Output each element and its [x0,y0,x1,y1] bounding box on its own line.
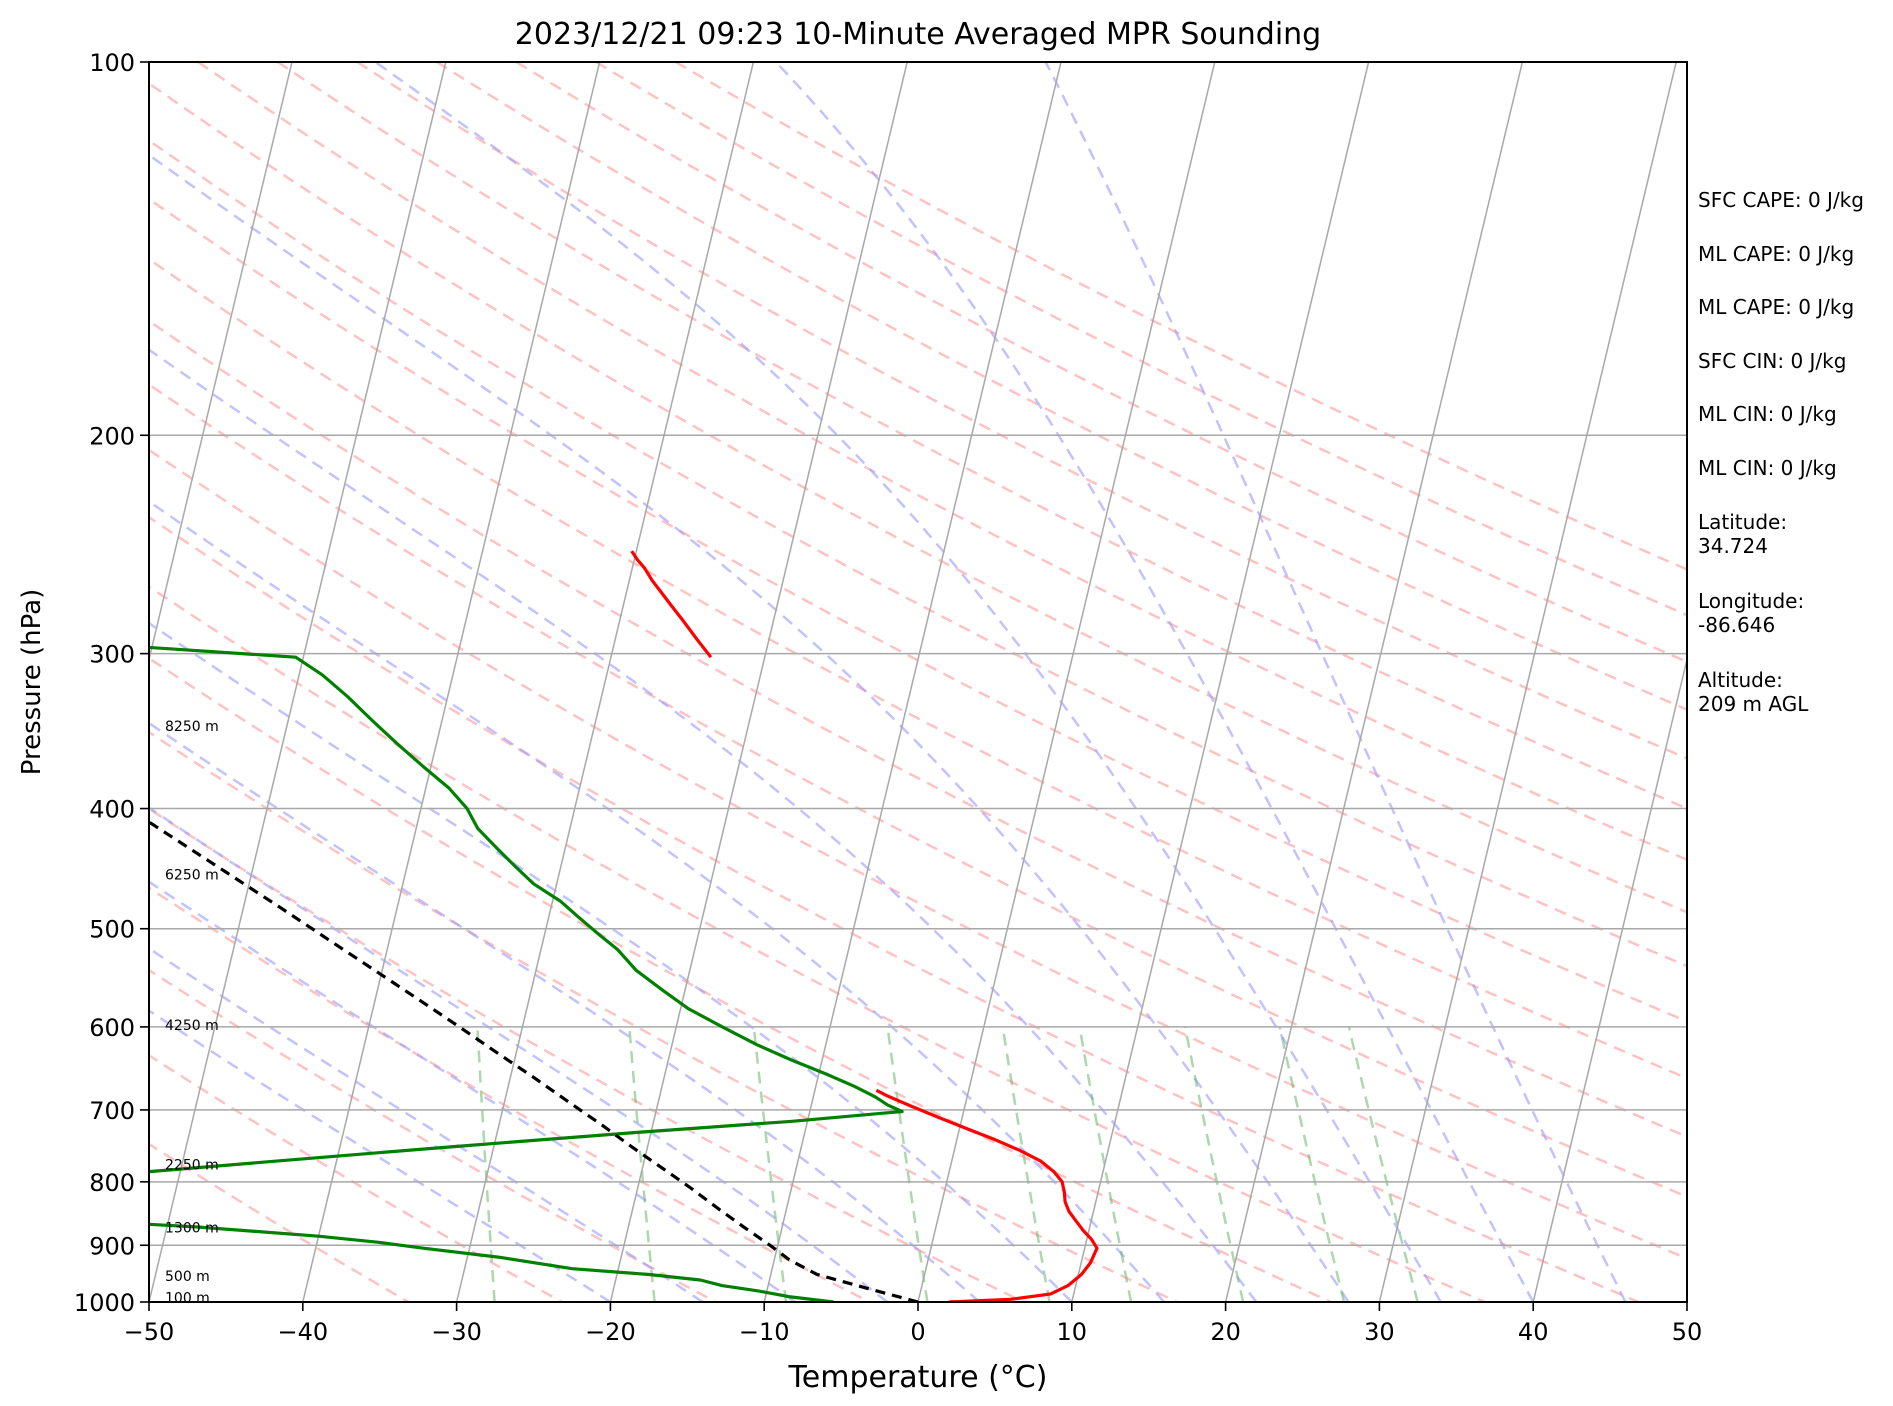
dry-adiabat-line [149,585,1486,1302]
x-tick-label: −50 [124,1318,175,1346]
height-label: 6250 m [165,867,219,883]
moist-adiabat-line [149,153,1350,1302]
info-line: Altitude: 209 m AGL [1698,668,1809,716]
height-label: 2250 m [165,1158,219,1174]
moist-adiabat-line [149,721,981,1302]
y-tick-label: 1000 [74,1289,135,1317]
dry-adiabat-line [675,62,1687,571]
isotherm-line [149,62,447,1302]
info-line: Latitude: 34.724 [1698,510,1788,558]
dry-adiabat-line [149,1053,563,1302]
y-tick-label: 700 [89,1097,135,1125]
dewpoint-profile-line [149,645,904,1302]
info-line: Longitude: -86.646 [1698,589,1805,637]
moist-adiabat-line [149,500,1166,1302]
isotherm-line [1532,656,1687,1302]
dry-adiabat-line [149,82,1687,914]
y-tick-label: 600 [89,1014,135,1042]
mixing-ratio-line [1183,1026,1245,1302]
info-line: SFC CAPE: 0 J/kg [1698,188,1864,212]
temperature-profile-upper-line [630,550,713,659]
moist-adiabat-line [374,62,1442,1302]
y-tick-label: 100 [89,49,135,77]
mixing-ratio-line [752,1026,788,1302]
x-axis-label: Temperature (°C) [788,1360,1048,1395]
dry-adiabat-line [197,62,1687,862]
moist-adiabat-line [149,1009,612,1302]
x-tick-label: 20 [1210,1318,1241,1346]
x-tick-label: −40 [277,1318,328,1346]
isotherm-line [609,62,908,1302]
moist-adiabat-line [149,946,704,1302]
mixing-ratio-line [1347,1026,1419,1302]
info-line: SFC CIN: 0 J/kg [1698,349,1847,373]
isotherm-line [1071,62,1370,1302]
dry-adiabat-line [277,62,1687,810]
x-tick-label: 40 [1518,1318,1549,1346]
y-tick-label: 500 [89,916,135,944]
moist-adiabat-line [149,880,796,1302]
dry-adiabat-line [149,656,1332,1302]
dry-adiabat-line [436,62,1687,711]
dry-adiabat-line [149,515,1640,1302]
moist-adiabat-line [775,62,1535,1302]
x-tick-label: −30 [431,1318,482,1346]
height-label: 8250 m [165,719,219,735]
x-tick-label: 0 [910,1318,925,1346]
dry-adiabat-line [595,62,1687,617]
isotherm-line [917,62,1216,1302]
y-tick-label: 900 [89,1232,135,1260]
temperature-profile-line [875,1088,1099,1302]
isotherm-line [455,62,755,1302]
isotherm-line [1378,62,1677,1302]
y-tick-label: 800 [89,1169,135,1197]
plot-frame [148,61,1688,1303]
y-tick-label: 400 [89,796,135,824]
dry-adiabat-line [149,257,1687,1080]
x-tick-label: −10 [739,1318,790,1346]
dry-adiabat-line [149,139,1687,968]
info-line: ML CIN: 0 J/kg [1698,456,1837,480]
isotherm-line [763,62,1062,1302]
x-tick-label: 50 [1672,1318,1703,1346]
dry-adiabat-line [149,197,1687,1023]
isotherm-line [149,62,293,663]
height-label: 1300 m [165,1221,219,1237]
chart-title: 2023/12/21 09:23 10-Minute Averaged MPR … [515,17,1321,52]
parcel-profile-line [149,820,919,1302]
info-line: ML CIN: 0 J/kg [1698,402,1837,426]
dry-adiabat-line [149,886,871,1302]
dry-adiabat-line [149,807,1024,1302]
y-axis-label: Pressure (hPa) [17,589,47,776]
height-label: 4250 m [165,1018,219,1034]
dry-adiabat-line [149,383,1687,1199]
dry-adiabat-line [149,968,717,1302]
isotherm-line [1224,62,1524,1302]
x-tick-label: 10 [1057,1318,1088,1346]
moist-adiabat-line [149,621,1073,1302]
moist-adiabat-line [149,348,1258,1302]
dry-adiabat-line [149,448,1687,1260]
y-tick-label: 200 [89,422,135,450]
info-line: ML CAPE: 0 J/kg [1698,242,1855,266]
height-label: 500 m [165,1269,210,1285]
height-label: 100 m [165,1291,210,1307]
isotherm-line [302,62,601,1302]
mixing-ratio-line [476,1026,496,1302]
moist-adiabat-line [1044,62,1627,1302]
dry-adiabat-line [149,319,1687,1139]
x-tick-label: −20 [585,1318,636,1346]
x-tick-label: 30 [1364,1318,1395,1346]
info-line: ML CAPE: 0 J/kg [1698,295,1855,319]
y-tick-label: 300 [89,641,135,669]
moist-adiabat-line [149,806,888,1302]
mixing-ratio-line [628,1026,656,1302]
mixing-ratio-line [1278,1026,1346,1302]
